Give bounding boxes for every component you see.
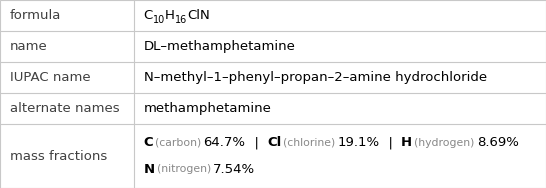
Text: 19.1%: 19.1% bbox=[337, 136, 379, 149]
Text: Cl: Cl bbox=[267, 136, 281, 149]
Text: N–methyl–1–phenyl–propan–2–amine hydrochloride: N–methyl–1–phenyl–propan–2–amine hydroch… bbox=[144, 71, 486, 84]
Text: 64.7%: 64.7% bbox=[204, 136, 246, 149]
Text: |: | bbox=[246, 136, 267, 149]
Text: C: C bbox=[144, 9, 153, 22]
Text: alternate names: alternate names bbox=[10, 102, 120, 115]
Text: H: H bbox=[165, 9, 175, 22]
Text: 10: 10 bbox=[153, 15, 165, 25]
Text: (carbon): (carbon) bbox=[153, 138, 204, 148]
Text: formula: formula bbox=[10, 9, 61, 22]
Text: (hydrogen): (hydrogen) bbox=[412, 138, 477, 148]
Text: N: N bbox=[200, 9, 210, 22]
Text: |: | bbox=[379, 136, 401, 149]
Text: (nitrogen): (nitrogen) bbox=[155, 164, 213, 174]
Text: 16: 16 bbox=[175, 15, 187, 25]
Text: N: N bbox=[144, 163, 155, 176]
Text: C: C bbox=[144, 136, 153, 149]
Text: 7.54%: 7.54% bbox=[213, 163, 255, 176]
Text: H: H bbox=[401, 136, 412, 149]
Text: 8.69%: 8.69% bbox=[477, 136, 519, 149]
Text: (chlorine): (chlorine) bbox=[281, 138, 337, 148]
Text: mass fractions: mass fractions bbox=[10, 149, 107, 163]
Text: DL–methamphetamine: DL–methamphetamine bbox=[144, 40, 295, 53]
Text: methamphetamine: methamphetamine bbox=[144, 102, 271, 115]
Text: name: name bbox=[10, 40, 48, 53]
Text: Cl: Cl bbox=[187, 9, 200, 22]
Text: IUPAC name: IUPAC name bbox=[10, 71, 91, 84]
